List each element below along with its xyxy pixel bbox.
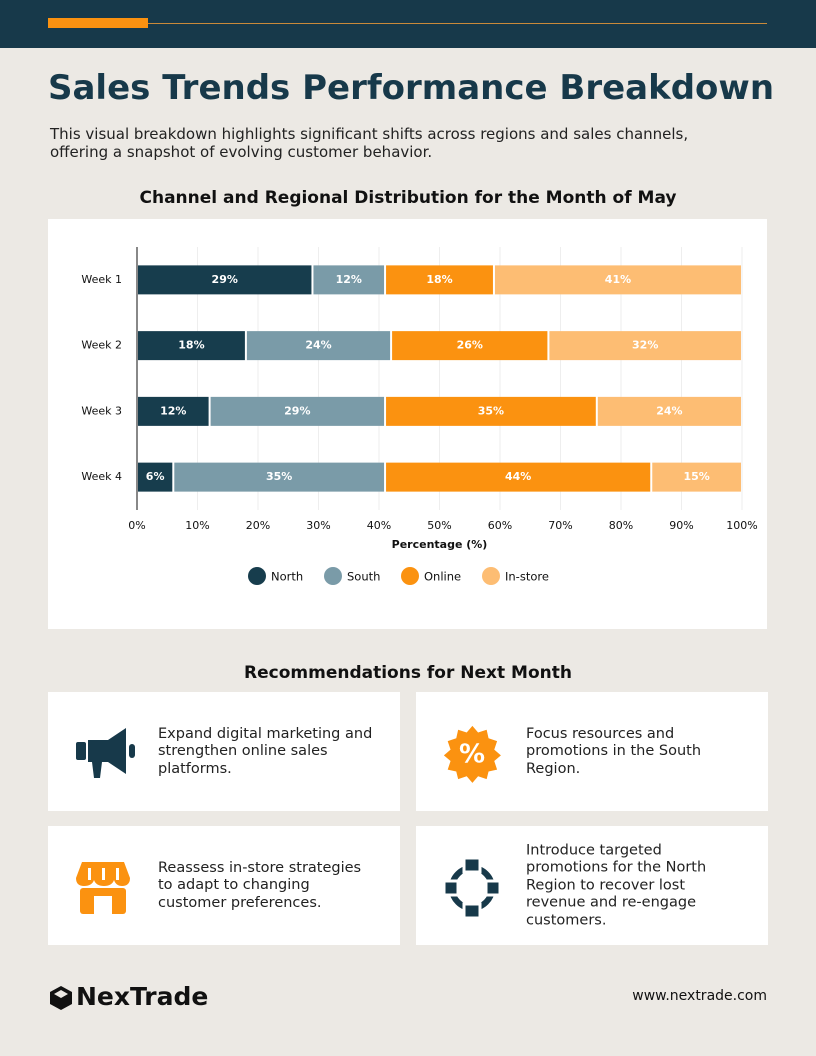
x-tick-label: 0% — [128, 519, 145, 532]
legend-label: In-store — [505, 570, 549, 584]
megaphone-icon — [76, 728, 135, 778]
value-label: 35% — [266, 470, 292, 483]
value-label: 12% — [160, 404, 186, 417]
value-label: 12% — [336, 273, 362, 286]
percent-icon: % — [443, 725, 501, 783]
value-label: 41% — [605, 273, 631, 286]
legend-label: Online — [424, 570, 461, 584]
network-icon — [442, 858, 502, 918]
x-tick-label: 10% — [185, 519, 209, 532]
accent — [48, 18, 148, 28]
bar-segment — [313, 265, 385, 295]
legend-swatch — [248, 567, 266, 585]
chart-title: Channel and Regional Distribution for th… — [139, 188, 677, 208]
legend-swatch — [324, 567, 342, 585]
x-axis-label: Percentage (%) — [392, 538, 488, 551]
percent-sign: % — [459, 740, 485, 770]
y-tick-label: Week 1 — [81, 273, 122, 286]
page-title: Sales Trends Performance Breakdown — [48, 68, 775, 108]
legend-label: North — [271, 570, 303, 584]
bar-segment — [494, 265, 741, 295]
legend-label: South — [347, 570, 380, 584]
bar-segment — [138, 331, 245, 361]
logo-mark — [50, 986, 72, 1010]
url: www.nextrade.com — [632, 988, 767, 1004]
value-label: 29% — [212, 273, 238, 286]
brand: NexTrade — [76, 982, 209, 1011]
bar-segment — [138, 462, 173, 492]
bar-segment — [174, 462, 385, 492]
value-label: 44% — [505, 470, 531, 483]
legend-swatch — [482, 567, 500, 585]
bar-segment — [138, 265, 312, 295]
value-label: 35% — [478, 404, 504, 417]
value-label: 15% — [683, 470, 709, 483]
value-label: 32% — [632, 339, 658, 352]
bar-segment — [246, 331, 391, 361]
card: Introduce targeted promotions for the No… — [416, 826, 768, 945]
card-text: Reassess in-store strategies to adapt to… — [158, 859, 362, 911]
x-tick-label: 60% — [488, 519, 512, 532]
card-text: Introduce targeted promotions for the No… — [526, 841, 707, 928]
section-title: Recommendations for Next Month — [244, 663, 572, 683]
value-label: 18% — [178, 339, 204, 352]
x-tick-label: 30% — [306, 519, 330, 532]
y-tick-label: Week 4 — [81, 470, 122, 483]
rule — [48, 23, 767, 24]
bar-segment — [597, 396, 741, 426]
value-label: 18% — [426, 273, 452, 286]
value-label: 24% — [305, 339, 331, 352]
x-tick-label: 40% — [367, 519, 391, 532]
value-label: 29% — [284, 404, 310, 417]
x-tick-label: 70% — [548, 519, 572, 532]
card-text: Expand digital marketing and strengthen … — [158, 725, 373, 777]
x-tick-label: 20% — [246, 519, 270, 532]
y-tick-label: Week 2 — [81, 339, 122, 352]
x-tick-label: 100% — [726, 519, 757, 532]
card: Reassess in-store strategies to adapt to… — [48, 826, 400, 945]
chart: 0% 10% 20% 30% 40% 50% 60% 70% 80% 90% 100% Percent… — [48, 219, 767, 629]
bar-segment — [652, 462, 741, 492]
x-tick-label: 90% — [669, 519, 693, 532]
bar-segment — [549, 331, 741, 361]
card: Expand digital marketing and strengthen … — [48, 692, 400, 811]
bar-segment — [138, 396, 209, 426]
subtitle: This visual breakdown highlights signifi… — [50, 125, 689, 161]
top-bar — [0, 0, 816, 48]
value-label: 24% — [656, 404, 682, 417]
bar-segment — [386, 462, 651, 492]
legend-swatch — [401, 567, 419, 585]
card: % Focus resources and promotions in the … — [416, 692, 768, 811]
bar-segment — [386, 396, 596, 426]
bar-segment — [210, 396, 385, 426]
card-text: Focus resources and promotions in the So… — [526, 725, 702, 777]
y-tick-label: Week 3 — [81, 404, 122, 417]
x-tick-label: 50% — [427, 519, 451, 532]
bar-segment — [392, 331, 548, 361]
value-label: 26% — [457, 339, 483, 352]
value-label: 6% — [146, 470, 165, 483]
bar-segment — [386, 265, 493, 295]
store-icon — [76, 862, 130, 914]
x-tick-label: 80% — [609, 519, 633, 532]
